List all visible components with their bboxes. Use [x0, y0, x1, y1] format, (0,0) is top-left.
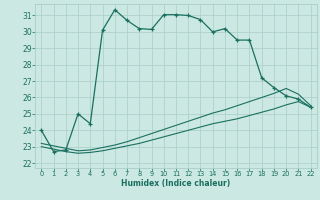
X-axis label: Humidex (Indice chaleur): Humidex (Indice chaleur): [121, 179, 231, 188]
